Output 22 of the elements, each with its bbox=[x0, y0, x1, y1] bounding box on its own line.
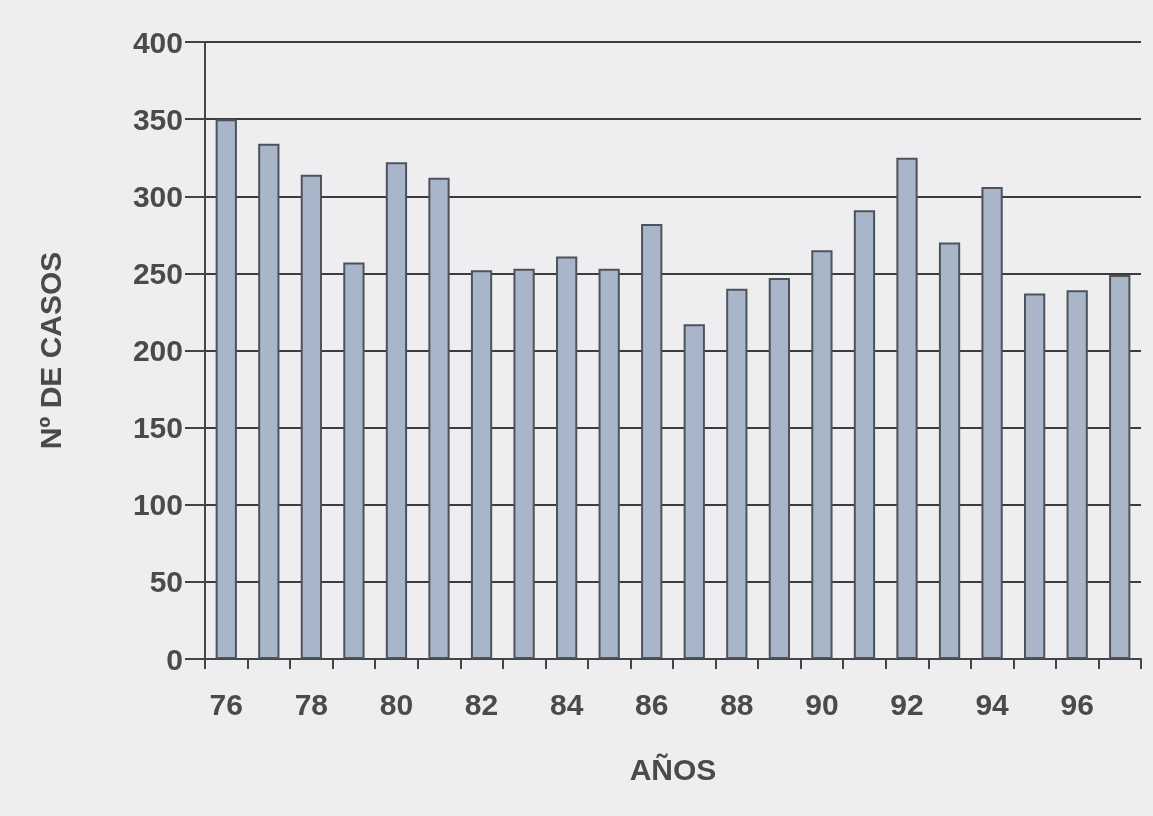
x-tick-label: 82 bbox=[464, 687, 499, 721]
x-tick-label: 76 bbox=[209, 687, 243, 721]
y-tick-label: 150 bbox=[132, 411, 183, 445]
y-tick-label: 50 bbox=[149, 565, 183, 599]
x-tick-label: 84 bbox=[549, 687, 584, 721]
x-tick-label: 78 bbox=[294, 687, 329, 721]
x-tick-label: 88 bbox=[720, 687, 754, 721]
y-tick-label: 250 bbox=[132, 256, 183, 290]
x-tick-label: 80 bbox=[379, 687, 414, 721]
y-tick-label: 300 bbox=[132, 179, 183, 213]
y-tick-label: 100 bbox=[132, 488, 183, 522]
y-tick-label: 200 bbox=[132, 334, 183, 367]
y-axis-title: Nº DE CASOS bbox=[33, 251, 67, 450]
x-tick-label: 90 bbox=[805, 687, 839, 721]
x-axis-title: AÑOS bbox=[629, 752, 717, 786]
y-tick-label: 0 bbox=[166, 642, 183, 676]
y-tick-label: 400 bbox=[132, 25, 183, 59]
y-tick-label: 350 bbox=[132, 102, 183, 136]
x-tick-label: 92 bbox=[890, 687, 924, 721]
x-tick-label: 94 bbox=[975, 687, 1010, 721]
x-tick-label: 96 bbox=[1060, 687, 1094, 721]
x-tick-label: 86 bbox=[635, 687, 669, 721]
